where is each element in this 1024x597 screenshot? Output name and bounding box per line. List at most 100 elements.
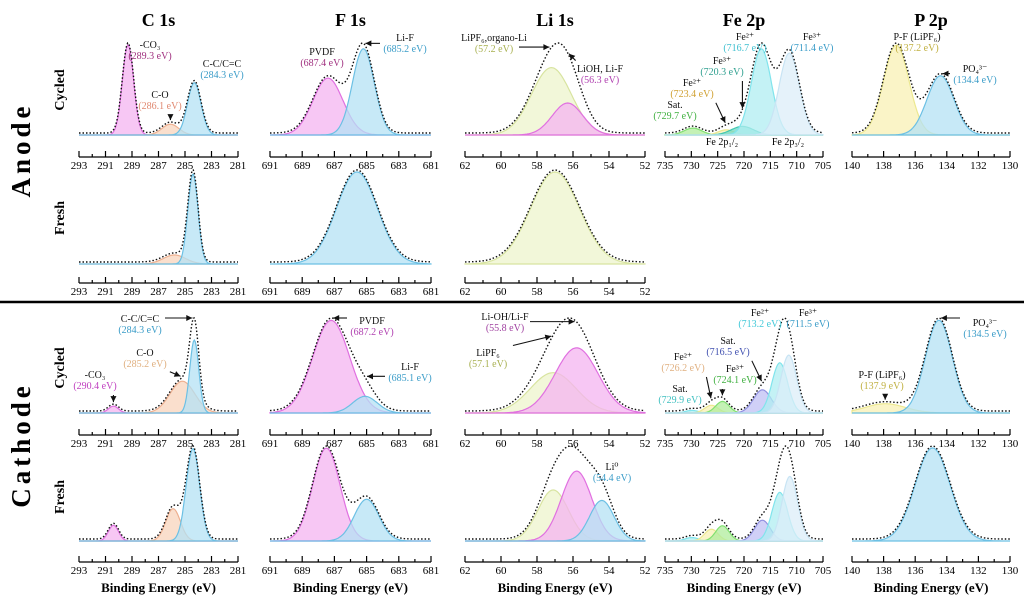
tick-label: 134	[939, 565, 956, 577]
peak-energy-label: (687.4 eV)	[300, 58, 343, 69]
arrow-head	[719, 116, 726, 123]
tick-label: 136	[907, 160, 924, 172]
component-peak	[465, 499, 646, 542]
tick-label: 725	[709, 160, 726, 172]
peak-label: Sat.	[720, 336, 735, 347]
region-label: Fe 2p₁/₂	[706, 137, 738, 148]
tick-label: 130	[1002, 160, 1019, 172]
tick-label: 283	[203, 565, 220, 577]
tick-label: 715	[762, 565, 779, 577]
tick-label: 283	[203, 438, 220, 450]
component-peak	[79, 123, 238, 136]
peak-energy-label: (687.2 eV)	[350, 327, 393, 338]
envelope-curve	[270, 42, 431, 134]
tick-label: 291	[97, 565, 114, 577]
tick-label: 134	[939, 160, 956, 172]
tick-label: 685	[358, 565, 375, 577]
tick-label: 62	[460, 160, 471, 172]
tick-label: 735	[657, 438, 674, 450]
peak-label: P-F (LiPF₆)	[893, 32, 940, 43]
tick-label: 720	[736, 438, 753, 450]
component-peak	[79, 508, 238, 542]
tick-label: 289	[124, 160, 141, 172]
arrow-head	[706, 391, 713, 399]
component-peak	[270, 171, 432, 265]
arrow-head	[366, 373, 373, 380]
tick-label: 683	[391, 565, 408, 577]
tick-label: 130	[1002, 565, 1019, 577]
tick-label: 58	[532, 286, 544, 298]
peak-label: Sat.	[667, 100, 682, 111]
arrow-head	[940, 315, 947, 321]
spectrum-panel-anode-cycled-li1s: 62 60 58 56 54 52 LiPF₆,organo-Li(57.2 eV) LiOH…	[460, 33, 651, 172]
tick-label: 285	[177, 160, 194, 172]
peak-label: C-C/C=C	[203, 59, 242, 70]
arrow-head	[942, 70, 949, 77]
envelope-curve	[79, 317, 238, 412]
peak-label: Fe³⁺	[726, 364, 744, 375]
spectrum-panel-cathode-fresh-li1s: 62 60 58 56 54 52 Li⁰(54.4 eV)	[460, 445, 651, 577]
peak-label: PVDF	[359, 316, 385, 327]
spectrum-panel-anode-fresh-f1s: 691 689 687 685 683 681	[262, 169, 440, 298]
arrow-head	[543, 44, 550, 51]
peak-label: Li-F	[401, 362, 419, 373]
tick-label: 681	[423, 286, 440, 298]
tick-label: 735	[657, 160, 674, 172]
tick-label: 285	[177, 286, 194, 298]
peak-label: PVDF	[309, 47, 335, 58]
peak-label: C-C/C=C	[121, 314, 160, 325]
spectrum-panel-anode-cycled-c1s: 293 291 289 287 285 283 281-CO₃(289.3 eV)C-O(2…	[71, 40, 247, 172]
peak-label: PO₄³⁻	[973, 318, 998, 329]
tick-label: 58	[532, 438, 544, 450]
arrow-head	[110, 396, 117, 403]
tick-label: 54	[604, 160, 616, 172]
peak-label: P-F (LiPF₆)	[858, 370, 905, 381]
tick-label: 132	[970, 160, 987, 172]
component-peak	[270, 498, 431, 542]
tick-label: 689	[294, 160, 311, 172]
tick-label: 281	[230, 438, 247, 450]
tick-label: 140	[844, 160, 861, 172]
column-title: F 1s	[335, 10, 366, 30]
x-axis-label: Binding Energy (eV)	[498, 580, 613, 595]
row-label: Fresh	[53, 480, 68, 514]
component-peak	[79, 82, 238, 136]
arrow-head	[739, 102, 746, 109]
tick-label: 52	[640, 565, 651, 577]
arrow-head	[365, 40, 372, 47]
tick-label: 62	[460, 565, 471, 577]
tick-label: 710	[788, 438, 805, 450]
component-peak	[464, 171, 646, 265]
component-peak	[79, 338, 238, 414]
tick-label: 691	[262, 286, 279, 298]
spectrum-panel-anode-cycled-p2p: 140 138 136 134 132 130 P-F (LiPF₆)(137.2 eV) P…	[844, 32, 1019, 172]
tick-label: 289	[124, 565, 141, 577]
envelope-curve	[851, 42, 1010, 134]
tick-label: 691	[262, 438, 279, 450]
tick-label: 281	[230, 160, 247, 172]
tick-label: 683	[391, 438, 408, 450]
tick-label: 681	[423, 160, 440, 172]
peak-label: Fe²⁺	[683, 78, 701, 89]
component-peak	[79, 447, 238, 542]
component-peak	[465, 102, 645, 136]
tick-label: 287	[150, 438, 167, 450]
x-axis-label: Binding Energy (eV)	[101, 580, 216, 595]
peak-energy-label: (134.4 eV)	[953, 75, 996, 86]
component-peak	[79, 254, 238, 265]
tick-label: 136	[907, 438, 924, 450]
envelope-curve	[79, 445, 238, 540]
tick-label: 283	[203, 286, 220, 298]
arrow-head	[882, 393, 889, 400]
row-label: Fresh	[53, 201, 68, 235]
tick-label: 54	[604, 438, 616, 450]
section-label: Anode	[6, 102, 36, 197]
spectrum-panel-anode-fresh-c1s: 293 291 289 287 285 283 281	[71, 169, 246, 298]
peak-energy-label: (57.2 eV)	[475, 44, 513, 55]
tick-label: 138	[875, 160, 892, 172]
tick-label: 293	[71, 160, 88, 172]
component-peak	[852, 447, 1010, 542]
peak-energy-label: (724.1 eV)	[713, 375, 756, 386]
tick-label: 689	[294, 565, 311, 577]
